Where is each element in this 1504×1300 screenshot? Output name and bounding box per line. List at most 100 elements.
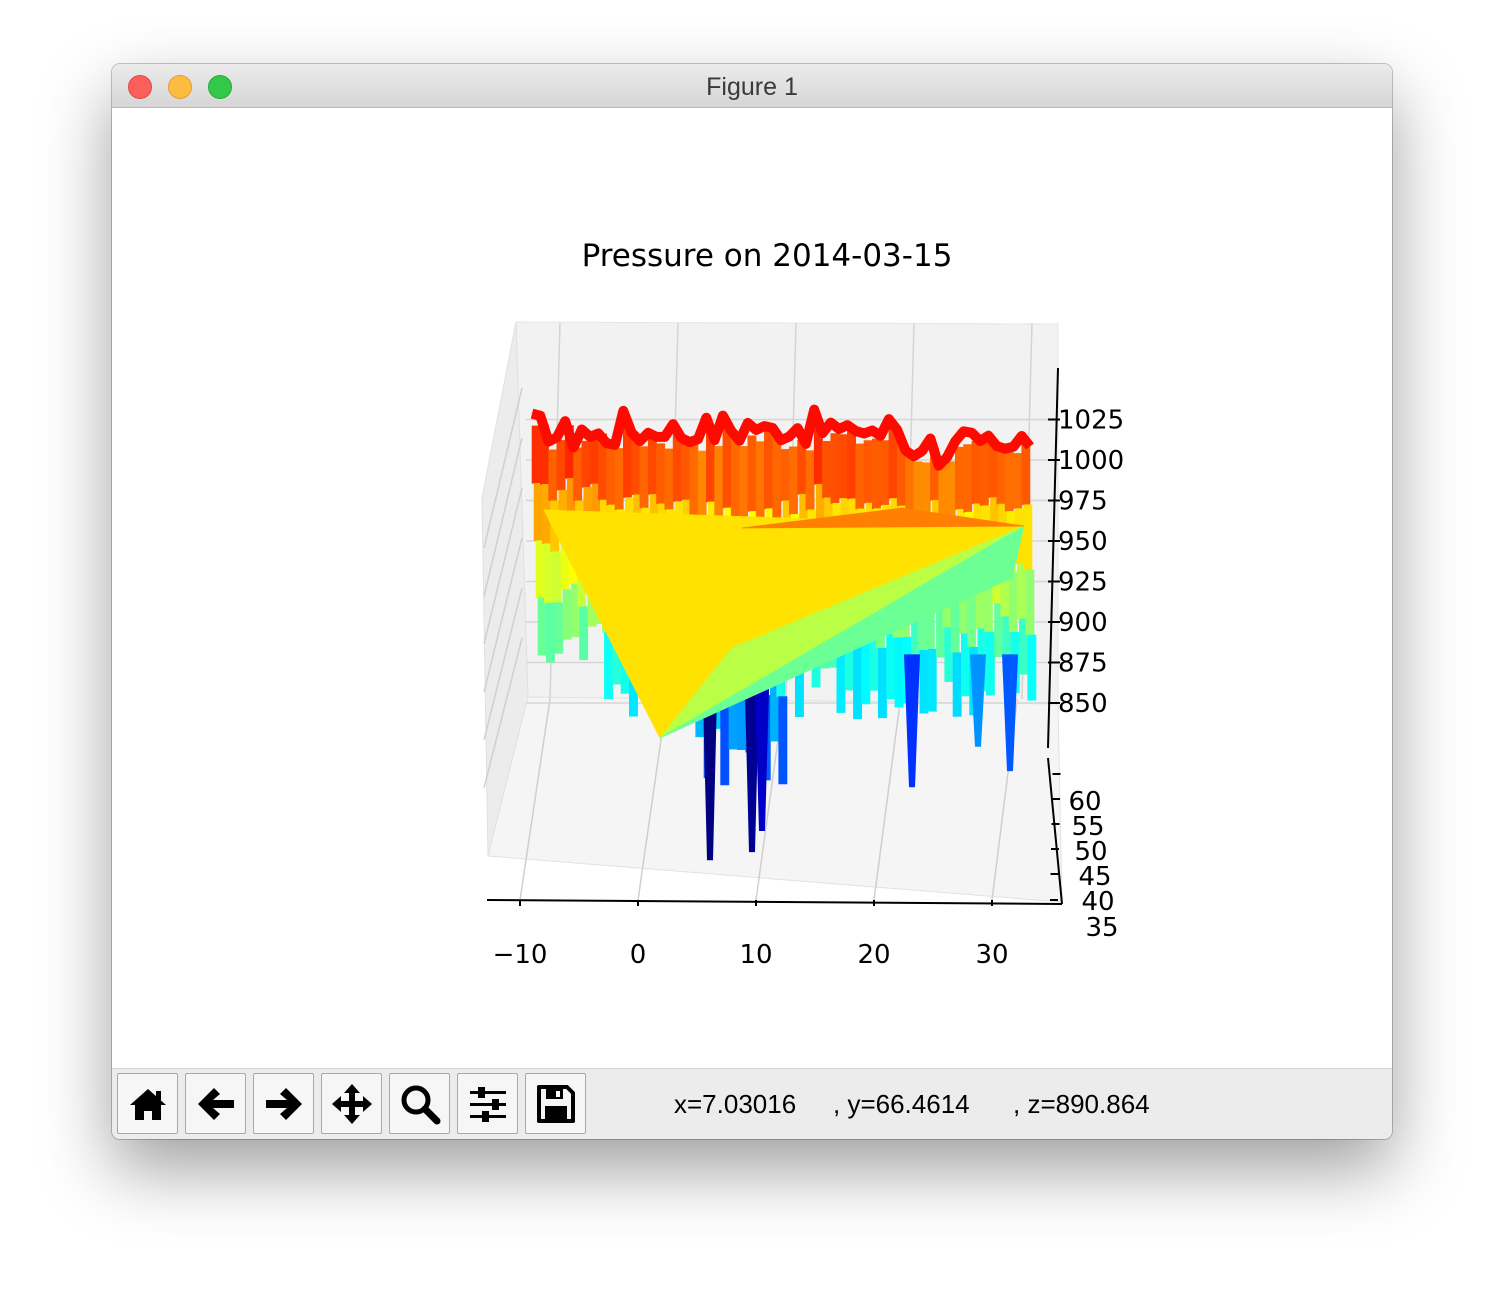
surface-facet <box>579 606 589 660</box>
surface-facet <box>938 465 948 520</box>
surface-facet <box>647 437 657 495</box>
z-tick-label: 1000 <box>1058 446 1124 476</box>
surface-spike <box>970 654 986 747</box>
surface-facet <box>533 482 543 541</box>
x-tick-label: 10 <box>739 940 772 970</box>
surface-facet <box>681 442 691 501</box>
surface-facet <box>606 444 616 506</box>
surface-facet <box>871 438 881 509</box>
surface-facet <box>838 434 848 499</box>
y-tick-label: 55 <box>1071 812 1104 842</box>
surface-facet <box>886 634 896 700</box>
surface-facet <box>581 440 591 488</box>
y-gridline <box>483 637 523 789</box>
surface-facet <box>739 446 749 524</box>
z-tick-label: 1025 <box>1058 406 1124 436</box>
surface-facet <box>1023 504 1033 571</box>
x-gridline <box>519 698 551 901</box>
save-button[interactable] <box>525 1073 586 1134</box>
pan-button[interactable] <box>321 1073 382 1134</box>
z-tick-label: 875 <box>1058 649 1108 679</box>
window-title: Figure 1 <box>706 73 798 101</box>
z-tick-label: 850 <box>1058 689 1108 719</box>
configure-button[interactable] <box>457 1073 518 1134</box>
pressure-surface[interactable] <box>530 404 1037 861</box>
minimize-window-button[interactable] <box>168 75 192 99</box>
surface-crest <box>530 404 1034 471</box>
surface-facet <box>927 648 937 712</box>
back-button[interactable] <box>185 1073 246 1134</box>
surface-facet <box>664 448 674 510</box>
surface-facet <box>847 425 857 500</box>
surface-facet <box>788 446 798 515</box>
surface-facet <box>543 543 553 604</box>
z-axis-line <box>1047 367 1059 749</box>
y-gridline <box>483 387 523 549</box>
surface-facet <box>548 449 558 502</box>
surface-facet <box>545 602 555 663</box>
y-axis-line <box>1047 757 1063 905</box>
x-gridline <box>873 698 902 901</box>
arrow-left-icon <box>198 1088 234 1120</box>
surface-facet <box>954 446 964 510</box>
surface-facet <box>747 435 757 512</box>
close-window-button[interactable] <box>128 75 152 99</box>
move-icon <box>332 1084 372 1124</box>
surface-facet <box>780 449 790 502</box>
surface-facet <box>614 448 624 510</box>
surface-facet <box>531 425 541 484</box>
surface-facet <box>952 652 962 717</box>
surface-facet <box>656 443 666 505</box>
cursor-coordinates: x=7.03016 , y=66.4614 , z=890.864 <box>674 1089 1150 1139</box>
zoom-window-button[interactable] <box>208 75 232 99</box>
forward-button[interactable] <box>253 1073 314 1134</box>
surface-facet <box>552 551 562 603</box>
surface-facet <box>894 637 904 708</box>
coord-x: x=7.03016 <box>674 1089 797 1119</box>
surface-facet <box>996 447 1006 505</box>
z-tick-label: 900 <box>1058 608 1108 638</box>
y-gridline <box>483 437 523 597</box>
y-gridline <box>483 487 523 645</box>
surface-facet <box>562 589 572 640</box>
title-bar: Figure 1 <box>112 64 1392 108</box>
surface-facet <box>1025 569 1035 636</box>
chart-title: Pressure on 2014-03-15 <box>582 238 953 274</box>
surface-facet <box>853 645 863 719</box>
y-tick-label: 50 <box>1074 837 1107 867</box>
zoom-button[interactable] <box>389 1073 450 1134</box>
surface-facet <box>1013 453 1023 509</box>
surface-facet <box>1017 563 1027 620</box>
y-gridline <box>483 587 523 741</box>
x-tick-label: 30 <box>975 940 1008 970</box>
surface-facet <box>1027 634 1037 701</box>
surface-facet <box>554 602 564 654</box>
surface-facet <box>905 456 915 511</box>
figure-canvas[interactable]: Pressure on 2014-03-15 −10 0 10 20 30 35 40 45 5… <box>112 108 1392 1068</box>
floppy-icon <box>537 1085 575 1123</box>
surface-facet <box>830 433 840 504</box>
surface-plane <box>659 525 1025 739</box>
z-tick-label: 975 <box>1058 487 1108 517</box>
axis-lines <box>486 367 1063 905</box>
y-tick-label: 45 <box>1078 862 1111 892</box>
x-tick-label: 0 <box>630 940 647 970</box>
surface-spike <box>754 654 770 832</box>
sliders-icon <box>470 1087 506 1122</box>
surface-spike <box>1002 654 1018 772</box>
surface-facet <box>1004 450 1014 512</box>
home-icon <box>130 1089 166 1120</box>
plot-svg: Pressure on 2014-03-15 −10 0 10 20 303540455… <box>481 238 1125 971</box>
surface-facet <box>1021 439 1031 506</box>
z-tick-label: 925 <box>1058 568 1108 598</box>
surface-facet <box>985 631 995 696</box>
surface-spike <box>904 654 920 788</box>
z-tick-label: 950 <box>1058 527 1108 557</box>
surface-facet <box>772 434 782 523</box>
y-gridline <box>483 537 523 693</box>
home-button[interactable] <box>117 1073 178 1134</box>
surface-facet <box>1008 571 1018 633</box>
surface-facet <box>631 440 641 496</box>
surface-facet <box>720 699 730 786</box>
